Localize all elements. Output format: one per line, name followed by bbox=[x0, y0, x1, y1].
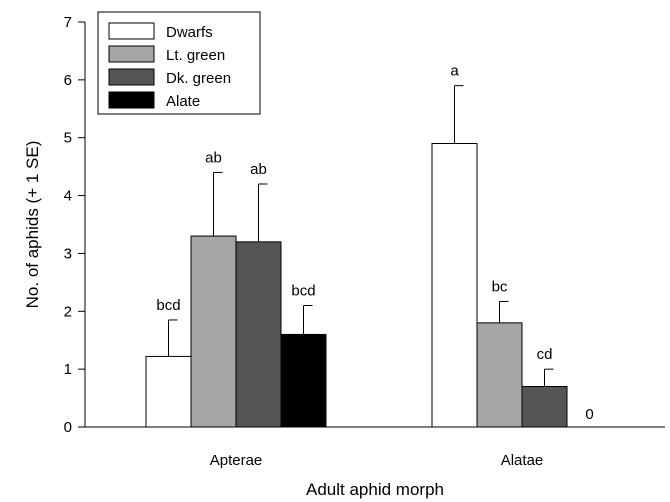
significance-label: ab bbox=[205, 149, 222, 166]
plot-area: 0 1 2 3 4 5 6 7 bcd a ab bc ab cd bcd 0 Apterae Alatae bbox=[64, 14, 665, 469]
significance-label: cd bbox=[537, 346, 553, 363]
bar bbox=[431, 143, 478, 428]
bar bbox=[521, 386, 568, 428]
x-category-label: Alatae bbox=[501, 452, 544, 469]
significance-label: ab bbox=[250, 161, 267, 178]
legend-label: Dwarfs bbox=[166, 24, 213, 41]
bar bbox=[145, 355, 192, 428]
significance-label: bc bbox=[492, 278, 508, 295]
legend-swatch bbox=[108, 45, 155, 63]
x-category-label: Apterae bbox=[210, 452, 263, 469]
bars: bcd a ab bc ab cd bcd 0 bbox=[145, 63, 594, 428]
legend-label: Lt. green bbox=[166, 47, 225, 64]
bar bbox=[190, 235, 237, 428]
legend-swatch bbox=[108, 68, 155, 86]
bar bbox=[476, 322, 523, 428]
y-tick-label: 4 bbox=[64, 188, 72, 205]
y-tick-label: 7 bbox=[64, 14, 72, 31]
legend: Dwarfs Lt. green Dk. green Alate bbox=[97, 11, 261, 115]
x-axis-title: Adult aphid morph bbox=[306, 480, 444, 499]
significance-label: 0 bbox=[585, 406, 593, 423]
significance-label: bcd bbox=[291, 283, 315, 300]
significance-label: bcd bbox=[156, 297, 180, 314]
y-tick-label: 6 bbox=[64, 72, 72, 89]
significance-label: a bbox=[450, 63, 459, 80]
y-tick-label: 3 bbox=[64, 245, 72, 262]
y-tick-label: 5 bbox=[64, 130, 72, 147]
legend-label: Dk. green bbox=[166, 70, 231, 87]
legend-swatch bbox=[108, 91, 155, 109]
y-tick-label: 0 bbox=[64, 419, 72, 436]
y-tick-label: 1 bbox=[64, 361, 72, 378]
y-axis-title: No. of aphids (+ 1 SE) bbox=[23, 141, 42, 309]
bar bbox=[235, 241, 282, 428]
legend-label: Alate bbox=[166, 93, 200, 110]
bar bbox=[280, 333, 327, 428]
y-axis-ticks: 0 1 2 3 4 5 6 7 bbox=[64, 14, 85, 436]
x-axis-ticks: Apterae Alatae bbox=[210, 452, 544, 469]
legend-swatch bbox=[108, 22, 155, 40]
y-tick-label: 2 bbox=[64, 303, 72, 320]
